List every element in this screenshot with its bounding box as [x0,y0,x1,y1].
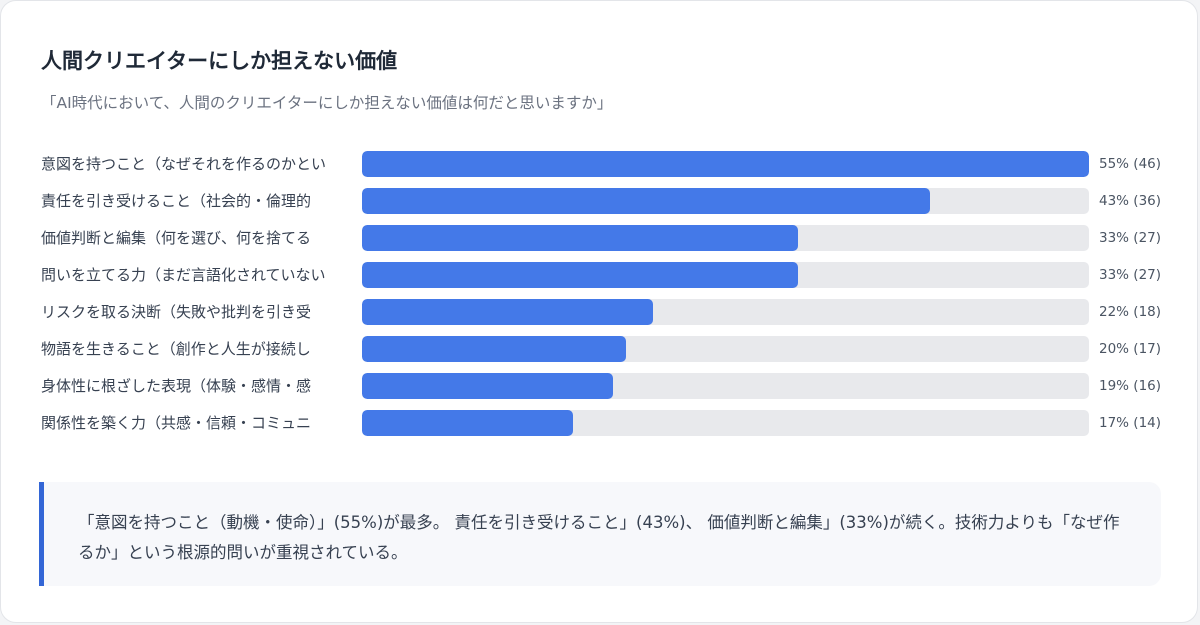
bar-chart: 意図を持つこと（なぜそれを作るのかとい 55% (46) 責任を引き受けること（社会… [1,149,1197,449]
bar-row: 責任を引き受けること（社会的・倫理的 43% (36) [1,186,1197,216]
bar-category-label: 責任を引き受けること（社会的・倫理的 [41,192,312,210]
bar [362,262,799,288]
bar-track [362,188,1089,214]
bar [362,188,931,214]
bar-row: 身体性に根ざした表現（体験・感情・感 19% (16) [1,371,1197,401]
bar-row: リスクを取る決断（失敗や批判を引き受 22% (18) [1,297,1197,327]
bar-track [362,151,1089,177]
bar-category-label: 価値判断と編集（何を選び、何を捨てる [41,229,312,247]
bar-value-label: 20% (17) [1099,341,1162,357]
summary-text: 「意図を持つこと（動機・使命）」(55%)が最多。 責任を引き受けること」(43… [78,513,1120,562]
bar-track [362,336,1089,362]
bar-row: 物語を生きること（創作と人生が接続し 20% (17) [1,334,1197,364]
bar-row: 問いを立てる力（まだ言語化されていない 33% (27) [1,260,1197,290]
bar [362,299,653,325]
bar [362,410,574,436]
bar-category-label: 問いを立てる力（まだ言語化されていない [41,266,326,284]
bar-track [362,262,1089,288]
bar-value-label: 43% (36) [1099,193,1162,209]
bar-row: 価値判断と編集（何を選び、何を捨てる 33% (27) [1,223,1197,253]
bar [362,336,627,362]
bar-value-label: 19% (16) [1099,378,1162,394]
chart-title: 人間クリエイターにしか担えない価値 [41,49,398,73]
bar [362,373,614,399]
bar-track [362,299,1089,325]
bar-row: 関係性を築く力（共感・信頼・コミュニ 17% (14) [1,408,1197,438]
bar-category-label: 物語を生きること（創作と人生が接続し [41,340,311,358]
bar-category-label: 身体性に根ざした表現（体験・感情・感 [41,377,312,395]
bar-value-label: 55% (46) [1099,156,1162,172]
bar-row: 意図を持つこと（なぜそれを作るのかとい 55% (46) [1,149,1197,179]
bar-track [362,225,1089,251]
bar-category-label: 関係性を築く力（共感・信頼・コミュニ [41,414,312,432]
summary-callout: 「意図を持つこと（動機・使命）」(55%)が最多。 責任を引き受けること」(43… [39,482,1161,586]
bar-value-label: 17% (14) [1099,415,1162,431]
bar-value-label: 33% (27) [1099,230,1162,246]
bar-category-label: リスクを取る決断（失敗や批判を引き受 [41,303,312,321]
bar-track [362,410,1089,436]
chart-subtitle: 「AI時代において、人間のクリエイターにしか担えない価値は何だと思いますか」 [41,94,613,112]
bar-track [362,373,1089,399]
bar-category-label: 意図を持つこと（なぜそれを作るのかとい [41,155,327,173]
bar [362,151,1089,177]
bar [362,225,799,251]
bar-value-label: 22% (18) [1099,304,1162,320]
bar-value-label: 33% (27) [1099,267,1162,283]
